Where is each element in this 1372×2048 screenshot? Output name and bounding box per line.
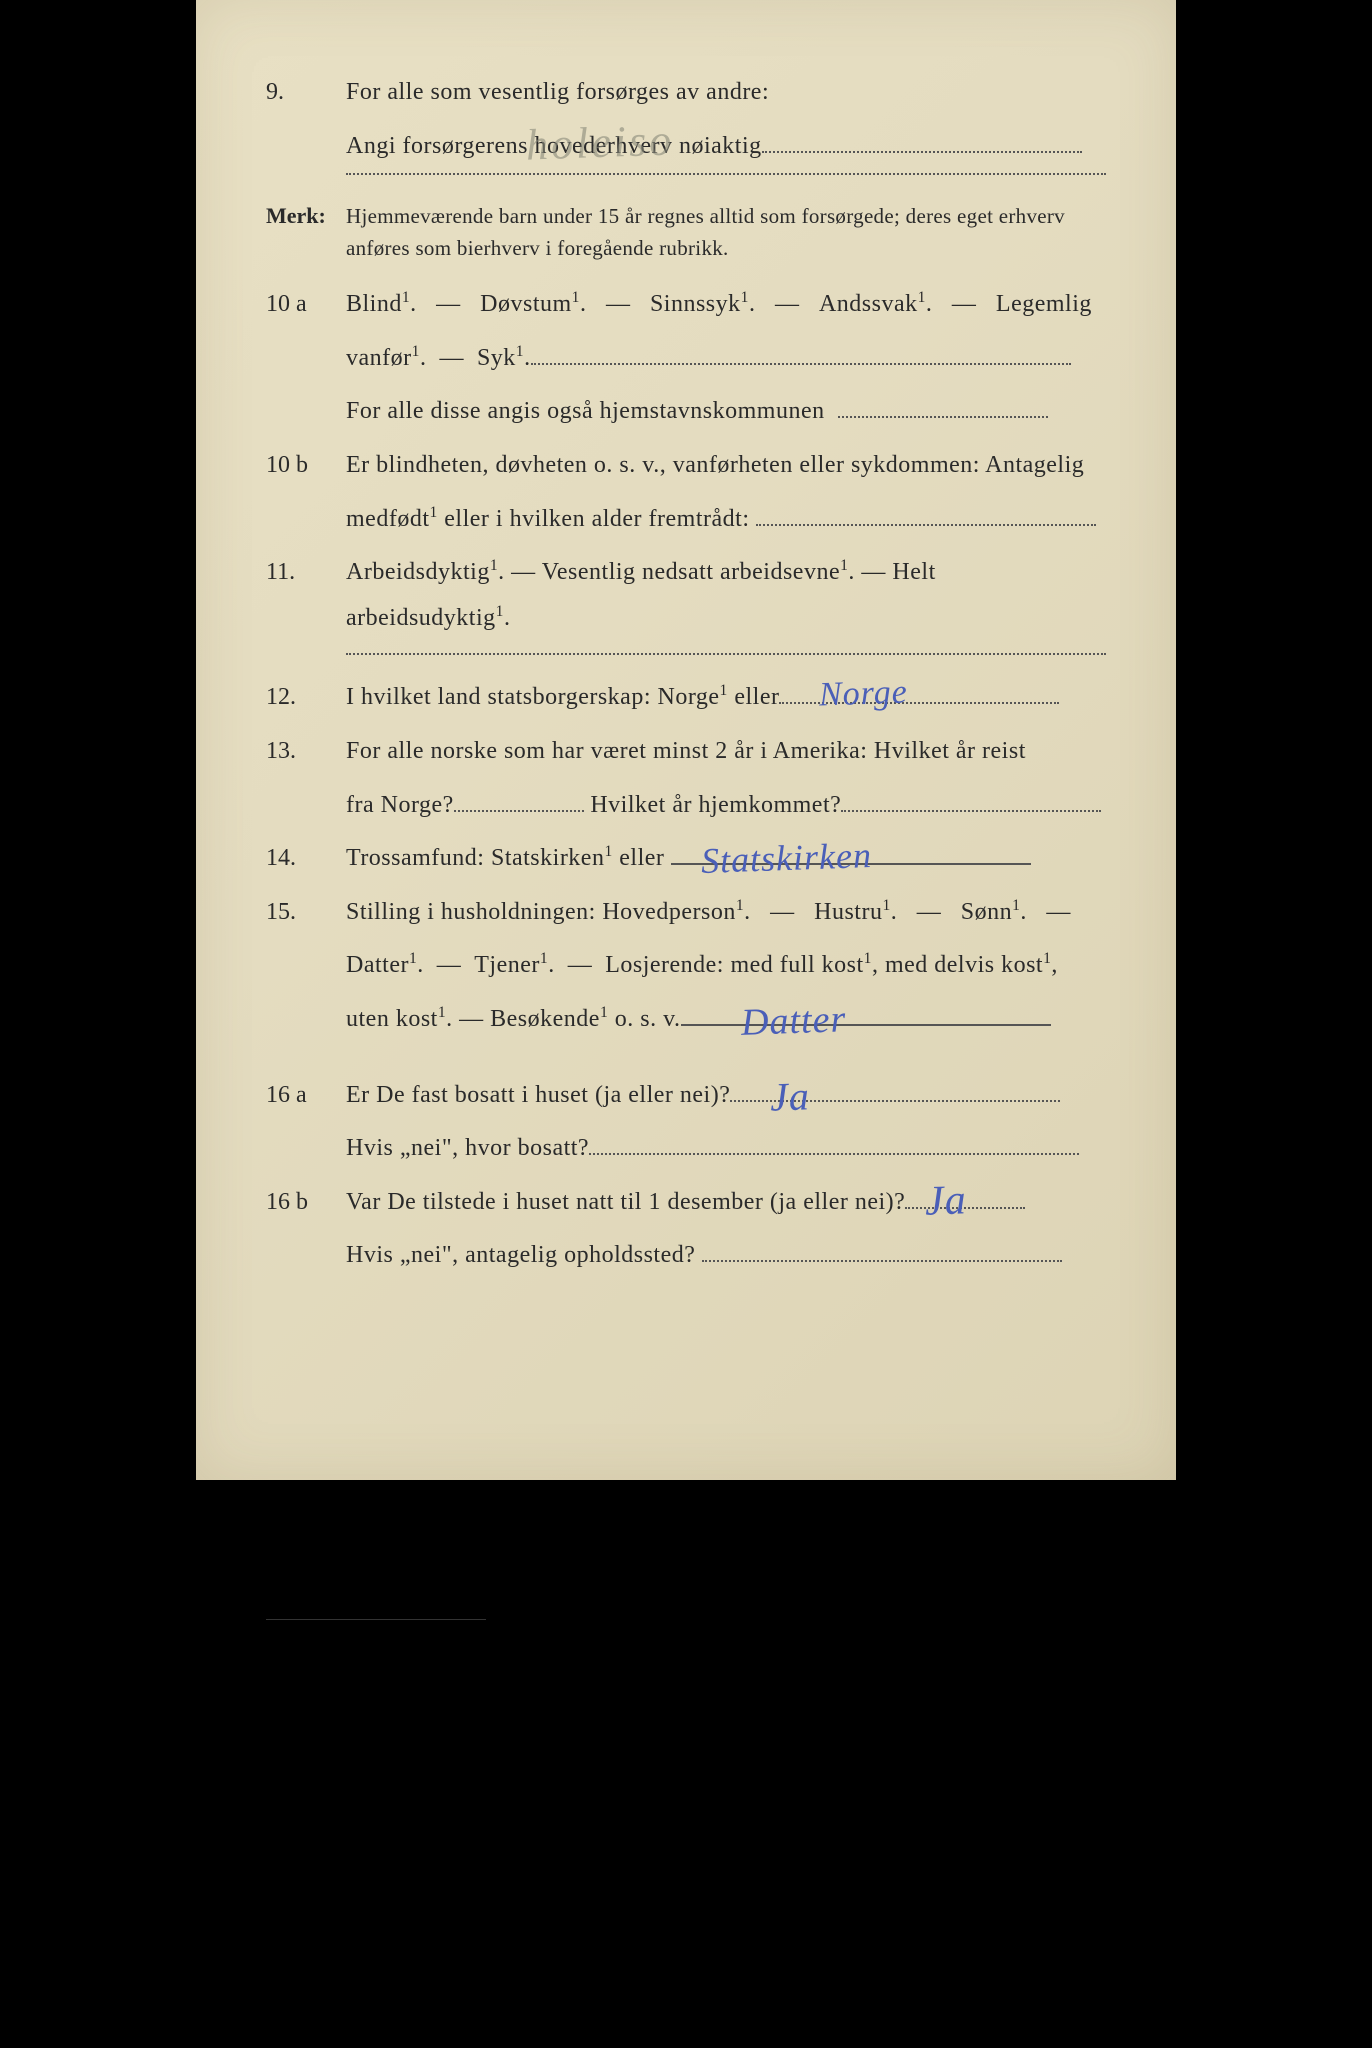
q10a-line1: Blind1. — Døvstum1. — Sinnssyk1. — Andss…: [346, 282, 1106, 328]
q16b-line2: Hvis „nei", antagelig opholdssted?: [346, 1233, 1106, 1279]
q9-pencil-answer: holeiso: [525, 115, 675, 171]
q14-blank[interactable]: Statskirken: [671, 836, 1031, 865]
q16b-line1: Var De tilstede i huset natt til 1 desem…: [346, 1180, 1106, 1226]
q14-answer: Statskirken: [700, 821, 873, 895]
merk-row: Merk: Hjemmeværende barn under 15 år reg…: [266, 195, 1106, 264]
q15-line3: uten kost1. — Besøkende1 o. s. v. Datter: [346, 997, 1106, 1043]
q10b-line2: medfødt1 eller i hvilken alder fremtrådt…: [346, 497, 1106, 543]
q15-line1: Stilling i husholdningen: Hovedperson1. …: [346, 890, 1106, 936]
q13-line1: For alle norske som har været minst 2 år…: [346, 729, 1106, 775]
q12-number: 12.: [266, 675, 346, 721]
q12-blank[interactable]: Norge: [779, 676, 1059, 705]
q13-row2: fra Norge? Hvilket år hjemkommet?: [266, 783, 1106, 829]
q9-blank[interactable]: [762, 124, 1082, 153]
q16b-row2: Hvis „nei", antagelig opholdssted?: [266, 1233, 1106, 1279]
q16a-answer: Ja: [769, 1058, 811, 1135]
q10a-number: 10 a: [266, 282, 346, 328]
q13-row1: 13. For alle norske som har været minst …: [266, 729, 1106, 775]
footnote-number: 1: [266, 1630, 273, 1645]
q16b-row1: 16 b Var De tilstede i huset natt til 1 …: [266, 1180, 1106, 1226]
q9-row2: Angi forsørgerens hovederhverv nøiaktig: [266, 124, 1106, 170]
q13-number: 13.: [266, 729, 346, 775]
q16a-number: 16 a: [266, 1073, 346, 1119]
q14-number: 14.: [266, 836, 346, 882]
footnote-text: Her kan svares ved tydelig understreknin…: [286, 1630, 743, 1649]
q13-blank1[interactable]: [454, 783, 584, 812]
q15-line2: Datter1. — Tjener1. — Losjerende: med fu…: [346, 943, 1106, 989]
q16b-blank1[interactable]: Ja: [905, 1180, 1025, 1209]
q16a-row1: 16 a Er De fast bosatt i huset (ja eller…: [266, 1073, 1106, 1119]
merk-label: Merk:: [266, 195, 346, 237]
q14-text: Trossamfund: Statskirken1 eller Statskir…: [346, 836, 1106, 882]
footnote-rule: [266, 1619, 486, 1620]
q12-text: I hvilket land statsborgerskap: Norge1 e…: [346, 675, 1106, 721]
q10b-number: 10 b: [266, 443, 346, 489]
q10b-row1: 10 b Er blindheten, døvheten o. s. v., v…: [266, 443, 1106, 489]
q15-number: 15.: [266, 890, 346, 936]
footnote: 1 Her kan svares ved tydelig understrekn…: [266, 1630, 1106, 1650]
q10a-row2: vanfør1. — Syk1.: [266, 336, 1106, 382]
q16b-number: 16 b: [266, 1180, 346, 1226]
q15-blank[interactable]: Datter: [681, 997, 1051, 1026]
q10a-line3: For alle disse angis også hjemstavnskomm…: [346, 389, 1106, 435]
q16a-blank2[interactable]: [589, 1126, 1079, 1155]
q10a-row1: 10 a Blind1. — Døvstum1. — Sinnssyk1. — …: [266, 282, 1106, 328]
q10a-blank2[interactable]: [838, 390, 1048, 419]
q9-number: 9.: [266, 70, 346, 116]
q9-line2: Angi forsørgerens hovederhverv nøiaktig: [346, 124, 1106, 170]
q16a-line1: Er De fast bosatt i huset (ja eller nei)…: [346, 1073, 1106, 1119]
q11-number: 11.: [266, 550, 346, 596]
q16b-answer: Ja: [924, 1161, 968, 1242]
q11-text: Arbeidsdyktig1. — Vesentlig nedsatt arbe…: [346, 550, 1106, 641]
q16a-line2: Hvis „nei", hvor bosatt?: [346, 1126, 1106, 1172]
q10a-blank1[interactable]: [531, 336, 1071, 365]
q15-row2: Datter1. — Tjener1. — Losjerende: med fu…: [266, 943, 1106, 989]
q12-row: 12. I hvilket land statsborgerskap: Norg…: [266, 675, 1106, 721]
q11-row: 11. Arbeidsdyktig1. — Vesentlig nedsatt …: [266, 550, 1106, 641]
q13-line2: fra Norge? Hvilket år hjemkommet?: [346, 783, 1106, 829]
q13-blank2[interactable]: [841, 783, 1101, 812]
q9-line1: For alle som vesentlig forsørges av andr…: [346, 70, 1106, 116]
q9-blank-line[interactable]: [346, 173, 1106, 175]
q9-row1: 9. For alle som vesentlig forsørges av a…: [266, 70, 1106, 116]
q10a-row3: For alle disse angis også hjemstavnskomm…: [266, 389, 1106, 435]
q12-answer: Norge: [818, 660, 909, 728]
q14-row: 14. Trossamfund: Statskirken1 eller Stat…: [266, 836, 1106, 882]
q15-answer: Datter: [739, 983, 847, 1059]
q15-row3: uten kost1. — Besøkende1 o. s. v. Datter: [266, 997, 1106, 1043]
q16a-blank1[interactable]: Ja: [730, 1073, 1060, 1102]
q15-row1: 15. Stilling i husholdningen: Hovedperso…: [266, 890, 1106, 936]
q10b-blank[interactable]: [756, 497, 1096, 526]
census-form-page: 9. For alle som vesentlig forsørges av a…: [196, 0, 1176, 1480]
q10b-line1: Er blindheten, døvheten o. s. v., vanfør…: [346, 443, 1106, 489]
merk-text: Hjemmeværende barn under 15 år regnes al…: [346, 201, 1106, 264]
q10a-line2: vanfør1. — Syk1.: [346, 336, 1106, 382]
q16a-row2: Hvis „nei", hvor bosatt?: [266, 1126, 1106, 1172]
q16b-blank2[interactable]: [702, 1233, 1062, 1262]
q10b-row2: medfødt1 eller i hvilken alder fremtrådt…: [266, 497, 1106, 543]
q11-blank-line[interactable]: [346, 653, 1106, 655]
